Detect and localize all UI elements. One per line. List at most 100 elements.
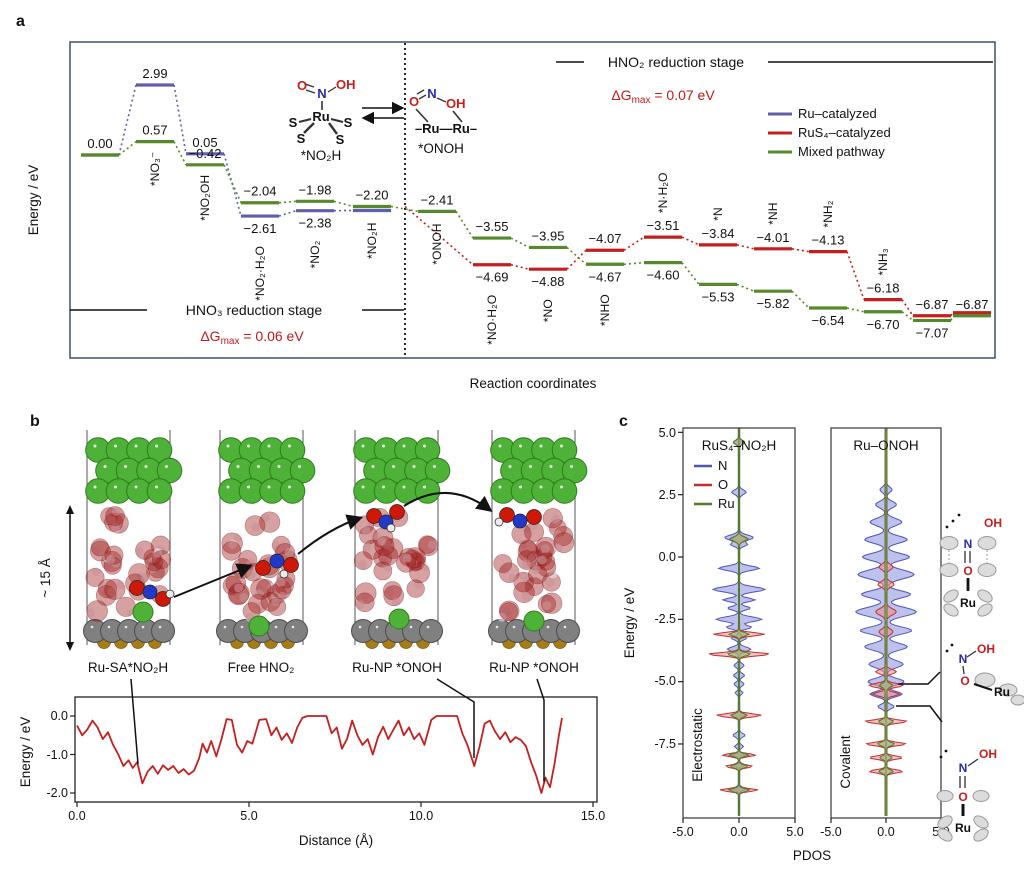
highlight	[144, 465, 148, 468]
legend-label-o: O	[718, 477, 728, 492]
energy-value: −4.01	[757, 230, 790, 245]
mo-diagram-pi-backbonding: OH N O Ru	[939, 513, 1002, 617]
species-label: *NH	[766, 202, 780, 224]
mo2-n-label: N	[959, 652, 968, 666]
highlight	[124, 625, 128, 629]
slab-atom-gray	[419, 619, 443, 643]
molecule-atom-o	[499, 507, 515, 523]
slab-atom-green	[424, 457, 451, 484]
water-hydrogen	[277, 591, 287, 601]
energy-value: −3.51	[647, 218, 680, 233]
water-hydrogen	[284, 547, 294, 557]
energy-value: −5.82	[757, 296, 790, 311]
water-oxygen	[104, 545, 124, 565]
water-oxygen	[382, 538, 404, 560]
legend-label-ru: Ru–catalyzed	[798, 106, 877, 121]
water-hydrogen	[402, 553, 412, 563]
water-oxygen	[374, 536, 395, 557]
water-hydrogen	[518, 571, 528, 581]
species-label: *ONOH	[430, 223, 444, 264]
scale-bar: ~ 15 Å	[38, 505, 74, 651]
water-oxygen	[86, 600, 108, 622]
species-label: *NO	[541, 299, 555, 322]
molecule-atom-n	[269, 553, 285, 569]
highlight	[382, 485, 385, 489]
water-oxygen	[524, 577, 544, 597]
highlight	[433, 465, 436, 468]
atom-s3: S	[297, 131, 306, 146]
highlight	[291, 625, 295, 629]
highlight	[508, 465, 512, 468]
water-oxygen	[499, 602, 518, 621]
energy-value: −1.98	[299, 182, 332, 197]
xtick: -5.0	[820, 825, 842, 839]
xtick: 0.0	[877, 825, 894, 839]
water-hydrogen	[413, 579, 423, 589]
ytick: 0.0	[659, 550, 676, 564]
water-hydrogen	[106, 554, 116, 564]
highlight	[546, 625, 550, 629]
energy-value: −6.54	[812, 313, 845, 328]
highlight	[124, 465, 127, 468]
energy-value: −4.13	[812, 233, 845, 248]
pathway-connector	[566, 246, 587, 265]
equilibrium-arrows-icon	[361, 101, 405, 125]
ytick: -2.0	[46, 786, 68, 800]
diffusion-arrow	[297, 514, 364, 555]
water-hydrogen	[553, 543, 563, 553]
slab-atom-green	[414, 437, 441, 463]
snapshot-callouts	[130, 678, 545, 782]
water-oxygen	[517, 550, 537, 570]
panel-c-legend: N O Ru	[694, 458, 735, 511]
ru-atom	[388, 608, 410, 630]
species-label: *NO₂H	[365, 222, 379, 259]
species-label: *NH₂	[821, 200, 835, 227]
water-oxygen	[105, 506, 125, 526]
sketch-no2h-complex: O N OH Ru S S S S *NO₂H	[289, 77, 356, 163]
water-hydrogen	[427, 540, 437, 550]
hno3-dgmax: ΔGmax = 0.06 eV	[200, 328, 304, 347]
mo3-o-label: O	[958, 790, 967, 804]
slab-atom-gray	[556, 619, 580, 643]
pathway-connector	[173, 141, 187, 166]
water-hydrogen	[233, 532, 243, 542]
panel-b-plot-frame	[74, 696, 598, 803]
pathway-connector	[118, 141, 137, 156]
pdos-callouts	[896, 671, 943, 723]
water-hydrogen	[542, 601, 552, 611]
pdos-curve-ru	[727, 428, 751, 816]
water-hydrogen	[134, 547, 144, 557]
water-oxygen	[353, 551, 373, 570]
highlight	[267, 485, 271, 489]
water-oxygen	[382, 581, 402, 600]
water-oxygen	[528, 564, 548, 585]
species-label: *NO₂·H₂O	[253, 246, 267, 301]
energy-diagram-levels: 2.99 0.05 −2.61 −2.38 −4.69 −4.88 −4.07 −3.51 −3…	[81, 66, 991, 345]
pdos-title-left: RuS₄–NO₂H	[702, 438, 777, 453]
panel-b-ticks	[70, 715, 594, 807]
water-hydrogen	[147, 564, 157, 574]
pathway-connector	[791, 248, 810, 253]
water-hydrogen	[537, 555, 547, 565]
pathway-connector	[950, 312, 954, 317]
pathway-connector	[223, 153, 242, 217]
slab-atom-green	[279, 478, 306, 504]
highlight	[519, 444, 522, 448]
energy-value: −6.87	[956, 297, 989, 312]
water-hydrogen	[528, 553, 538, 563]
highlight	[134, 444, 138, 448]
water-oxygen	[396, 552, 417, 573]
highlight	[539, 444, 543, 448]
highlight	[382, 444, 385, 448]
pathway-connector	[681, 236, 700, 246]
water-oxygen	[373, 561, 393, 581]
energy-value: −0.42	[189, 146, 222, 161]
water-hydrogen	[548, 569, 558, 579]
highlight	[498, 444, 502, 448]
atom-n: N	[427, 86, 436, 101]
pathway-connector	[223, 164, 242, 204]
xtick: 15.0	[581, 809, 605, 823]
highlight	[223, 625, 227, 629]
water-hydrogen	[234, 583, 244, 593]
